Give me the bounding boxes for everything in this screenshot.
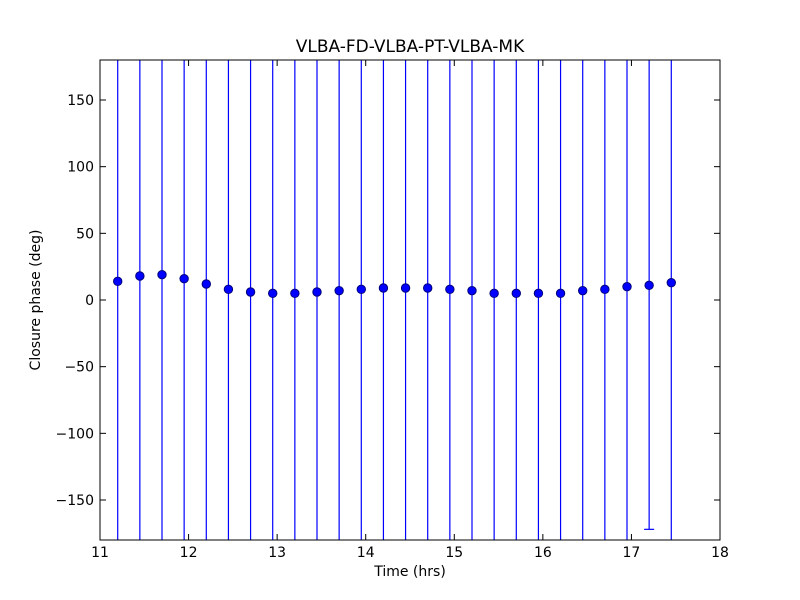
y-tick-label: 100 (67, 160, 94, 176)
y-tick-label: 150 (67, 93, 94, 109)
data-point (113, 276, 123, 287)
data-point (245, 287, 256, 297)
data-point (135, 271, 145, 281)
data-point (644, 280, 654, 291)
y-tick-label: −150 (56, 493, 94, 509)
data-point (511, 288, 521, 299)
data-point (179, 273, 189, 284)
x-axis: 11 12 13 14 15 16 17 18 (91, 60, 729, 561)
x-tick-label: 16 (534, 545, 552, 561)
plot-area (113, 60, 676, 540)
x-tick-label: 18 (711, 545, 729, 561)
x-tick-label: 15 (445, 545, 463, 561)
data-point (268, 288, 278, 299)
data-point (312, 287, 322, 297)
data-point (445, 284, 455, 295)
y-tick-label: 0 (85, 293, 94, 309)
data-point (378, 283, 389, 293)
chart-title: VLBA-FD-VLBA-PT-VLBA-MK (296, 37, 525, 57)
data-point (533, 288, 544, 299)
data-point (555, 288, 566, 299)
data-point (334, 285, 344, 296)
data-point (223, 284, 234, 295)
y-axis-title: Closure phase (deg) (28, 230, 44, 371)
x-tick-label: 13 (268, 545, 286, 561)
data-point (666, 277, 676, 288)
x-axis-title: Time (hrs) (373, 564, 446, 580)
x-tick-label: 14 (357, 545, 375, 561)
data-point (622, 281, 632, 292)
data-point (489, 288, 499, 299)
x-tick-label: 17 (623, 545, 641, 561)
y-axis: 150 100 50 0 −50 −100 −150 (56, 93, 720, 509)
data-point (356, 284, 366, 295)
data-point (578, 285, 588, 296)
y-tick-label: 50 (76, 226, 94, 242)
x-tick-label: 11 (91, 545, 109, 561)
x-tick-label: 12 (180, 545, 198, 561)
data-point (201, 279, 211, 289)
data-point (290, 288, 300, 299)
data-point (423, 283, 433, 293)
data-point (467, 285, 477, 296)
data-point (600, 284, 610, 295)
y-tick-label: −100 (56, 426, 94, 442)
data-point (157, 269, 167, 280)
y-tick-label: −50 (64, 360, 94, 376)
data-point (400, 283, 411, 293)
